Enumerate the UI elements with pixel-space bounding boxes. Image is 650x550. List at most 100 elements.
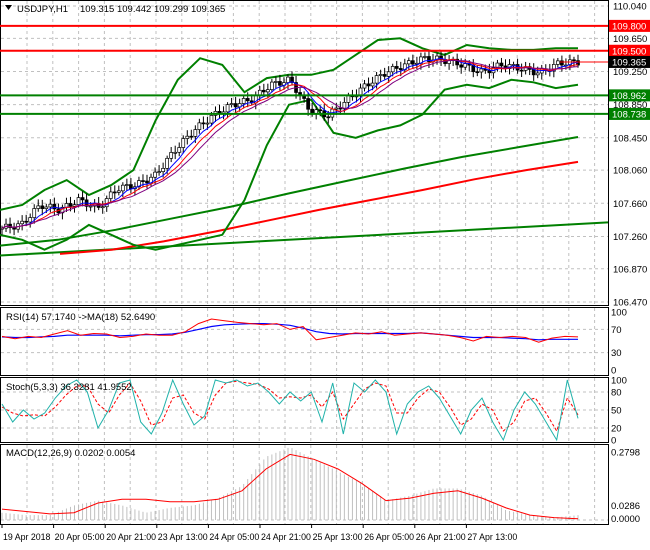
macd-tick-label: 0.2798 xyxy=(611,448,640,459)
candle xyxy=(36,205,41,209)
candle xyxy=(165,157,169,169)
macd-title: MACD(12,26,9) 0.0202 0.0054 xyxy=(6,448,135,459)
stoch-tick-label: 80 xyxy=(611,388,622,399)
time-tick-label: 26 Apr 05:00 xyxy=(364,532,414,542)
candle xyxy=(28,217,33,223)
rsi-title: RSI(14) 57.1740 ->MA(18) 52.6490 xyxy=(6,312,155,323)
price-tick-label: 106.870 xyxy=(613,264,647,275)
candle xyxy=(423,56,427,58)
candle xyxy=(406,60,411,65)
dropdown-triangle-icon[interactable] xyxy=(5,5,12,10)
candle xyxy=(8,223,12,228)
stoch-signal-line xyxy=(1,380,579,433)
rsi-panel-frame xyxy=(0,307,609,376)
candle xyxy=(378,74,383,76)
rsi-tick-label: 70 xyxy=(611,325,622,336)
candle xyxy=(556,60,560,65)
candle xyxy=(24,220,29,223)
candle xyxy=(261,89,266,93)
candle xyxy=(225,104,230,113)
level-tag xyxy=(609,107,650,120)
price-tick-label: 107.660 xyxy=(613,199,647,210)
candle xyxy=(161,168,165,173)
ma-purple-line xyxy=(1,59,579,229)
candle xyxy=(0,227,4,230)
candle xyxy=(475,71,480,74)
candle xyxy=(177,147,182,153)
candle xyxy=(80,197,85,201)
candle xyxy=(274,81,278,83)
candle xyxy=(531,69,536,76)
symbol-label: USDJPY,H1 xyxy=(17,4,68,15)
price-tick-label: 109.250 xyxy=(613,67,647,78)
candle xyxy=(185,135,190,139)
candle xyxy=(318,109,323,112)
rsi-line xyxy=(1,318,579,343)
candle xyxy=(120,184,125,192)
candle xyxy=(201,122,206,125)
level-tag-label: 109.800 xyxy=(612,21,646,32)
stoch-tick-label: 0 xyxy=(611,436,616,447)
stoch-tick-label: 50 xyxy=(611,406,622,417)
time-tick-label: 25 Apr 13:00 xyxy=(313,532,363,542)
candle xyxy=(229,103,234,106)
candle xyxy=(209,115,214,124)
candle xyxy=(189,135,194,138)
candle xyxy=(169,152,174,159)
candle xyxy=(326,116,331,119)
candle xyxy=(386,71,391,77)
macd-tick-label: 0.0286 xyxy=(611,501,640,512)
candle xyxy=(346,95,351,103)
candle xyxy=(459,64,464,68)
candle xyxy=(181,138,186,148)
candle xyxy=(499,62,504,67)
price-tick-label: 109.650 xyxy=(613,34,647,45)
candle xyxy=(108,191,113,199)
candle xyxy=(342,102,347,110)
candle xyxy=(278,81,282,86)
candle xyxy=(362,83,367,89)
candle xyxy=(116,190,121,193)
candle xyxy=(141,180,145,182)
time-tick-label: 20 Apr 21:00 xyxy=(106,532,156,542)
candle xyxy=(314,109,319,114)
candle xyxy=(463,63,468,68)
level-tag-label: 109.500 xyxy=(612,46,646,57)
bollinger-upper xyxy=(0,37,578,211)
indicator-panels xyxy=(1,318,579,520)
candle xyxy=(338,107,343,110)
candle xyxy=(157,171,161,174)
candle xyxy=(112,191,117,194)
price-tick-label: 108.060 xyxy=(613,166,647,177)
candle xyxy=(427,56,431,62)
candle xyxy=(197,122,202,130)
candle xyxy=(20,220,24,225)
candle xyxy=(411,60,415,65)
price-tick-label: 108.450 xyxy=(613,133,647,144)
candle xyxy=(193,129,198,137)
candle xyxy=(40,205,45,209)
candle xyxy=(32,208,37,218)
candle xyxy=(560,60,564,66)
candle xyxy=(390,66,395,73)
candle xyxy=(479,68,484,73)
candle xyxy=(125,184,129,186)
candle xyxy=(290,76,294,83)
candle xyxy=(398,68,403,71)
candle xyxy=(233,103,238,108)
candle xyxy=(129,184,133,190)
stoch-title: Stoch(5,3,3) 36.3281 41.9552 xyxy=(6,382,132,393)
level-tag xyxy=(609,19,650,32)
stoch-tick-label: 20 xyxy=(611,424,622,435)
time-tick-label: 24 Apr 05:00 xyxy=(209,532,259,542)
candle xyxy=(286,76,290,83)
ma-green-line xyxy=(0,136,579,247)
candle xyxy=(48,203,53,208)
time-tick-label: 24 Apr 21:00 xyxy=(261,532,311,542)
ma-fast-red-line xyxy=(1,58,579,229)
main-price-panel xyxy=(0,24,609,257)
candle xyxy=(145,180,149,184)
candle xyxy=(306,98,310,110)
